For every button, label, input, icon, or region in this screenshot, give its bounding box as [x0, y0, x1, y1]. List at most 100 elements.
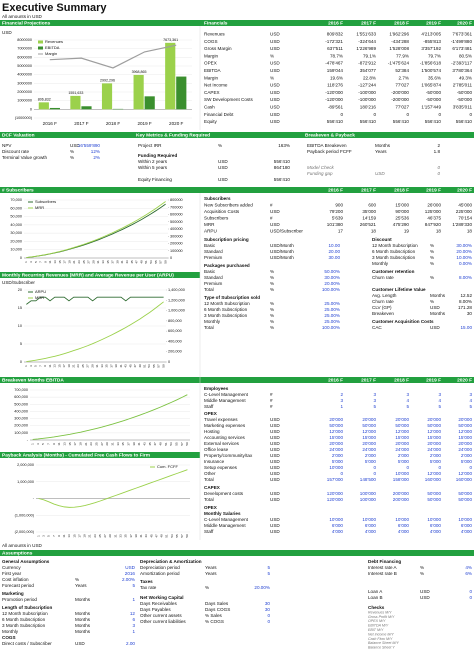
- series-line: [32, 394, 188, 440]
- x-tick-label: 1: [24, 261, 28, 263]
- row-label: Cash: [204, 105, 215, 110]
- row-value: 1: [340, 404, 343, 409]
- x-tick-label: 43: [144, 534, 148, 538]
- y-tick-label: 30,000: [10, 231, 22, 235]
- x-tick-label: 9: [57, 535, 61, 537]
- series-line: [26, 201, 166, 259]
- row-value: 12: [130, 611, 136, 616]
- row-unit: %: [430, 299, 434, 304]
- row-value: 12'000: [458, 429, 472, 434]
- row-value: 50.00%: [324, 269, 340, 274]
- page-title: Executive Summary: [2, 2, 107, 14]
- row-value: 2%: [93, 155, 100, 160]
- section-bar: [0, 187, 474, 193]
- axis-label: USD/Subscriber: [2, 280, 35, 285]
- row-value: 79.1%: [363, 53, 376, 58]
- row-value: 8.00%: [459, 299, 472, 304]
- row-value: -100'000: [358, 97, 376, 102]
- row-value: 30: [265, 601, 271, 606]
- row-value: -1'856'618: [420, 61, 442, 66]
- row-value: 50'000: [362, 423, 376, 428]
- axis-label: USD: [2, 30, 12, 35]
- y-tick-label: 5000000: [17, 64, 32, 68]
- row-value: 12'000: [427, 429, 441, 434]
- row-unit: USD: [270, 61, 280, 66]
- row-unit: %: [270, 325, 274, 330]
- y-tick-label: 2000000: [17, 90, 32, 94]
- x-tick-label: 19: [67, 260, 71, 264]
- row-unit: Years: [375, 149, 387, 154]
- row-label: Project IRR: [138, 143, 162, 148]
- row-label: Balance Sheet Y: [368, 646, 395, 649]
- x-tick-label: 11: [48, 260, 52, 263]
- x-tick-label: 45: [148, 442, 152, 446]
- row-value: 77'027: [395, 105, 409, 110]
- block-title: Subscribers: [204, 196, 231, 201]
- y2-tick-label: 1,000,000: [168, 309, 185, 313]
- row-label: Standard: [204, 249, 223, 254]
- row-value: 25.00%: [324, 301, 340, 306]
- row-value: 20'000: [395, 441, 409, 446]
- row-value: 30.00%: [324, 275, 340, 280]
- x-tick-label: 9: [43, 261, 47, 263]
- row-value: 2'000: [461, 453, 473, 458]
- row-label: Hosting: [204, 429, 220, 434]
- row-value: 10'000: [458, 517, 472, 522]
- row-value: 20'000: [427, 417, 441, 422]
- row-label: EBITDA Breakeven: [307, 143, 347, 148]
- row-value: 101'380: [327, 222, 344, 227]
- row-value: 3: [469, 392, 472, 397]
- row-value: 46'375: [427, 216, 441, 221]
- block-title: Type of Subscription sold: [204, 295, 260, 300]
- row-label: Forecast period: [2, 583, 34, 588]
- row-unit: Months: [75, 611, 91, 616]
- y-tick-label: 6000000: [17, 55, 32, 59]
- row-value: 20'000: [458, 441, 472, 446]
- row-value: 10'000: [427, 517, 441, 522]
- row-value: 3'835'011: [453, 105, 473, 110]
- x-tick-label: 43: [124, 364, 128, 368]
- row-value: 1'226'989: [356, 46, 376, 51]
- x-tick-label: 51: [144, 260, 148, 264]
- row-value: 0: [267, 619, 270, 624]
- page-note: All amounts in USD: [2, 14, 43, 19]
- row-label: Churn rate: [372, 275, 394, 280]
- x-tick-label: 3: [36, 443, 40, 445]
- row-value: 12.52: [461, 293, 473, 298]
- row-label: Tax rate: [140, 585, 157, 590]
- year-header: 2016 F: [328, 20, 343, 26]
- x-tick-label: 47: [135, 260, 139, 264]
- x-tick-label: 43: [125, 260, 129, 264]
- row-value: 10'000: [329, 465, 343, 470]
- row-value: 2: [340, 392, 343, 397]
- x-tick-label: 27: [100, 442, 104, 446]
- x-tick-label: 55: [175, 534, 179, 538]
- row-value: 637'511: [327, 46, 343, 51]
- row-value: 10'000: [395, 471, 409, 476]
- row-value: 0: [437, 165, 440, 170]
- x-tick-label: 53: [149, 260, 153, 264]
- y-tick-label: (1,000,000): [15, 513, 35, 517]
- row-label: Discount rate: [2, 149, 30, 154]
- row-unit: USD: [270, 90, 280, 95]
- row-unit: USD: [270, 417, 280, 422]
- row-value: 2'000: [332, 453, 344, 458]
- row-value: 20.00%: [324, 281, 340, 286]
- x-tick-label: 51: [165, 534, 169, 538]
- row-value: 15'000: [458, 435, 472, 440]
- row-value: 5'000: [398, 459, 410, 464]
- row-unit: USD: [270, 517, 280, 522]
- row-value: 3: [373, 392, 376, 397]
- x-tick-label: 59: [185, 442, 189, 446]
- x-tick-label: 37: [126, 442, 130, 446]
- row-value: 200'000: [393, 491, 410, 496]
- bar: [49, 107, 60, 110]
- y2-tick-label: 0: [170, 256, 172, 260]
- y-tick-label: 8000000: [17, 38, 32, 42]
- x-tick-label: 19: [67, 364, 71, 368]
- data-label: 806,832: [38, 97, 51, 101]
- row-unit: %: [270, 313, 274, 318]
- row-label: Currency: [2, 565, 21, 570]
- x-tick-label: 55: [154, 260, 158, 264]
- row-label: Financial Debt: [204, 112, 234, 117]
